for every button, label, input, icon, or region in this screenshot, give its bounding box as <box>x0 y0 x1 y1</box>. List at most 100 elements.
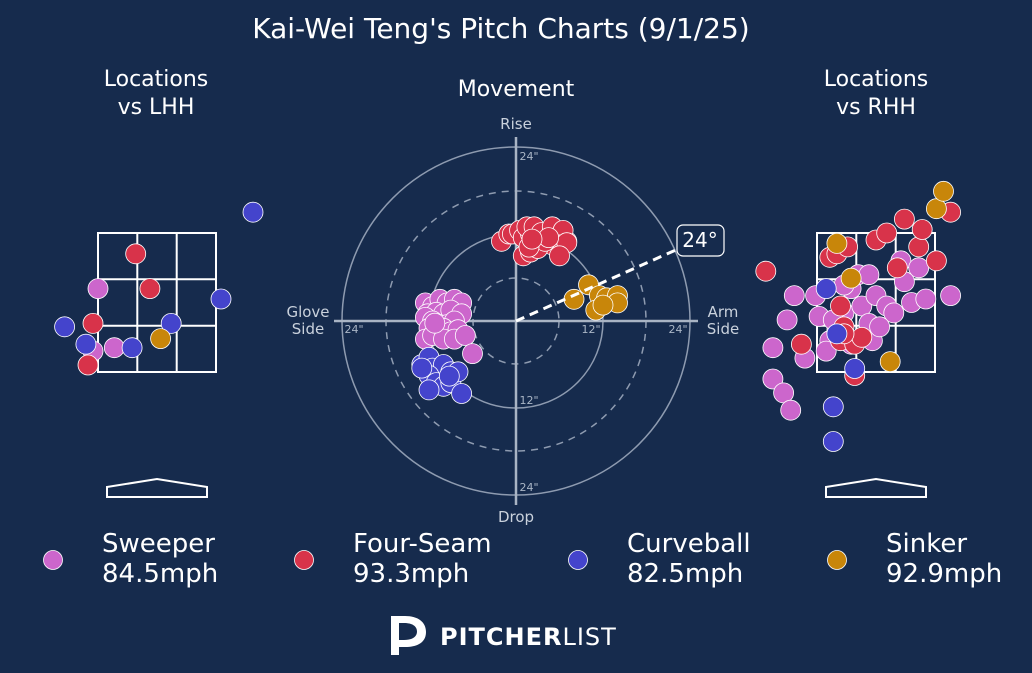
sinker-pitch-point <box>826 232 848 254</box>
legend-pitch-speed: 84.5mph <box>102 559 218 589</box>
home-plate <box>106 477 208 498</box>
movement-pitch-points <box>411 216 628 404</box>
movement-panel: 24" 12" 12" 24" 24" 12" 24" Rise Drop Gl… <box>286 115 739 526</box>
sinker-pitch-point <box>150 328 172 350</box>
sweeper-pitch-point <box>776 309 798 331</box>
glove-side-label-line1: Glove <box>286 303 329 321</box>
curveball-pitch-point <box>826 323 848 345</box>
curveball-pitch-point <box>822 431 844 452</box>
four-seam-pitch-point <box>830 295 851 317</box>
curveball-movement-point <box>418 379 440 401</box>
glove-side-label-line2: Side <box>292 320 324 338</box>
sinker-pitch-point <box>879 351 901 373</box>
sweeper-pitch-point <box>940 285 961 307</box>
curveball-pitch-point <box>242 201 264 223</box>
ring-label-right-24: 24" <box>668 323 687 336</box>
sweeper-legend-marker <box>43 550 63 570</box>
arm-angle-badge <box>676 224 725 257</box>
four-seam-pitch-point <box>911 219 933 240</box>
sweeper-pitch-point <box>783 285 805 307</box>
sweeper-movement-point <box>454 325 476 346</box>
brand-light: LIST <box>562 623 616 651</box>
sweeper-movement-point <box>462 343 483 365</box>
four-seam-legend-marker <box>294 550 314 570</box>
four-seam-pitch-point <box>139 278 161 300</box>
legend-pitch-name: Curveball <box>627 529 751 559</box>
lhh-title-line1: Locations <box>104 67 209 92</box>
ring-label-bottom-24: 24" <box>519 481 538 494</box>
legend-pitch-speed: 92.9mph <box>886 559 1002 589</box>
rhh-title-line1: Locations <box>824 67 929 92</box>
legend-pitch-speed: 93.3mph <box>353 559 469 589</box>
four-seam-pitch-point <box>82 312 104 334</box>
arm-side-label-line2: Side <box>707 320 739 338</box>
sweeper-pitch-point <box>762 368 784 390</box>
sinker-movement-point <box>592 294 614 316</box>
curveball-pitch-point <box>210 288 232 310</box>
arm-angle-label: 24° <box>682 228 717 252</box>
curveball-movement-point <box>438 365 460 387</box>
arm-side-label-line1: Arm <box>708 303 739 321</box>
curveball-pitch-point <box>54 316 75 338</box>
legend-pitch-name: Sinker <box>886 529 967 559</box>
four-seam-pitch-point <box>876 222 898 244</box>
rhh-location-panel <box>755 180 961 498</box>
four-seam-pitch-point <box>851 326 873 348</box>
four-seam-movement-point <box>549 245 570 267</box>
legend-pitch-name: Sweeper <box>102 529 215 559</box>
rhh-pitch-points <box>755 180 961 452</box>
curveball-movement-point <box>411 357 433 379</box>
sweeper-pitch-point <box>762 337 784 359</box>
four-seam-pitch-point <box>755 260 777 282</box>
brand-bold: PITCHER <box>440 623 562 651</box>
curveball-pitch-point <box>844 358 866 379</box>
movement-title: Movement <box>458 77 575 102</box>
four-seam-pitch-point <box>77 354 99 376</box>
four-seam-movement-point <box>521 228 543 250</box>
brand-text: PITCHERLIST <box>440 623 617 651</box>
pitcherlist-p-icon <box>391 616 426 655</box>
legend-pitch-speed: 82.5mph <box>627 559 743 589</box>
sweeper-pitch-point <box>103 337 125 359</box>
ring-label-right-12: 12" <box>581 323 600 336</box>
chart-title: Kai-Wei Teng's Pitch Charts (9/1/25) <box>252 12 749 45</box>
pitcherlist-logo: PITCHERLIST <box>391 616 617 655</box>
sweeper-pitch-point <box>908 257 930 279</box>
lhh-title-line2: vs LHH <box>118 95 195 120</box>
curveball-pitch-point <box>160 312 182 334</box>
ring-label-bottom-12: 12" <box>519 394 538 407</box>
rise-label: Rise <box>500 115 532 133</box>
curveball-legend-marker <box>568 550 588 570</box>
four-seam-pitch-point <box>125 243 147 265</box>
sweeper-pitch-point <box>869 316 890 338</box>
curveball-movement-point <box>451 383 473 404</box>
four-seam-pitch-point <box>926 250 947 272</box>
sweeper-pitch-point <box>883 302 905 324</box>
four-seam-pitch-point <box>791 333 812 355</box>
four-seam-pitch-point <box>908 236 930 258</box>
legend-pitch-name: Four-Seam <box>353 529 492 559</box>
sweeper-pitch-point <box>815 340 837 362</box>
curveball-pitch-point <box>822 396 844 418</box>
curveball-pitch-point <box>121 337 143 359</box>
sinker-movement-point <box>563 288 585 310</box>
sinker-legend-marker <box>827 550 847 570</box>
curveball-pitch-point <box>75 333 97 355</box>
sweeper-movement-point <box>424 312 446 334</box>
sinker-pitch-point <box>933 180 954 202</box>
four-seam-pitch-point <box>894 208 915 230</box>
rhh-title-line2: vs RHH <box>836 95 916 120</box>
sinker-pitch-point <box>926 198 947 220</box>
lhh-pitch-points <box>54 201 264 376</box>
sweeper-pitch-point <box>915 288 937 310</box>
four-seam-pitch-point <box>886 257 908 279</box>
lhh-location-panel <box>54 201 264 498</box>
sinker-pitch-point <box>840 267 862 289</box>
home-plate <box>825 477 927 498</box>
ring-label-left-24: 24" <box>344 323 363 336</box>
curveball-pitch-point <box>815 278 837 300</box>
sweeper-pitch-point <box>87 278 109 300</box>
sweeper-pitch-point <box>858 264 880 286</box>
